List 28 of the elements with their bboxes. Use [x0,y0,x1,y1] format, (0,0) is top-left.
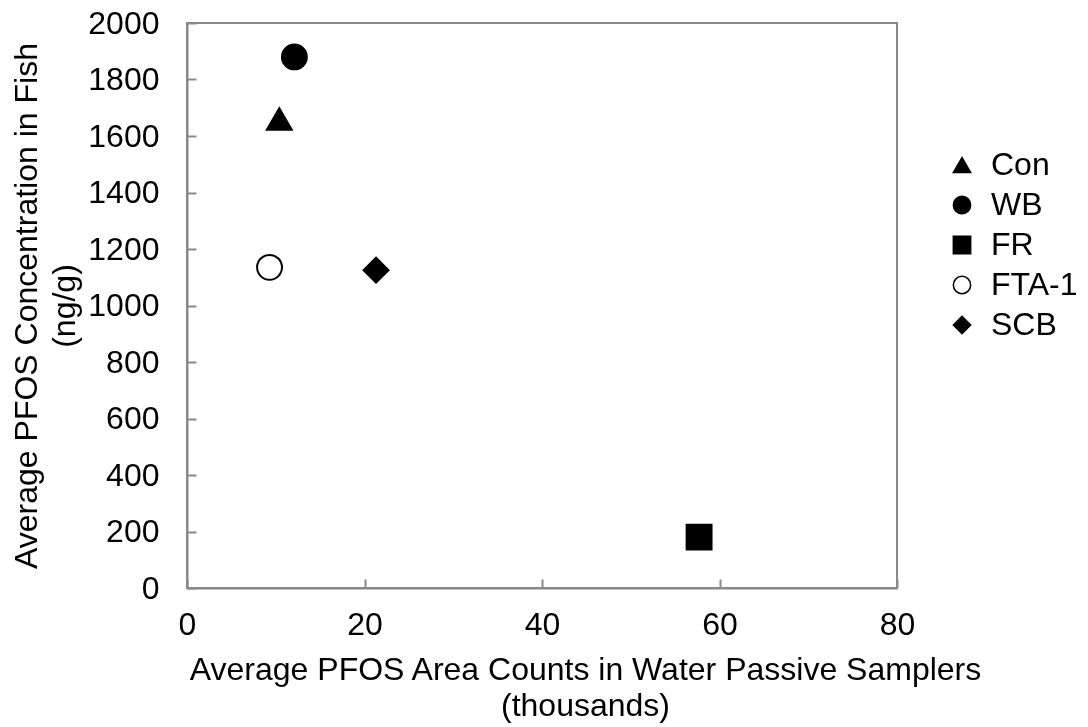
x-tick-label: 60 [702,605,738,642]
point [256,253,283,281]
legend-label: Con [991,146,1050,182]
y-tick-label: 200 [106,513,160,549]
x-tick-label: 0 [178,605,197,642]
y-axis-title: Average PFOS Concentration in Fish (ng/g) [8,43,83,569]
y-tick-label: 1800 [88,61,160,97]
point [685,523,713,551]
y-tick-label: 1600 [88,117,160,154]
x-tick-label: 20 [347,605,383,642]
point [280,43,308,71]
x-tick-label: 40 [524,605,561,642]
legend-label: SCB [991,306,1057,342]
y-tick-label: 2000 [88,4,160,41]
y-tick-label: 600 [106,400,160,436]
legend-label: FR [991,226,1034,262]
legend-label: WB [991,186,1043,222]
y-tick-label: 0 [141,569,160,606]
x-tick-label: 80 [879,605,916,642]
legend-label: FTA-1 [991,266,1078,302]
y-tick-label: 1200 [88,230,160,267]
point [265,107,293,131]
y-tick-label: 800 [106,343,160,380]
x-axis-title: Average PFOS Area Counts in Water Passive Samplers (thousands) [189,650,982,723]
y-tick-label: 1400 [88,174,160,210]
y-tick-label: 400 [106,456,160,493]
y-tick-label: 1000 [88,287,160,323]
point [362,256,390,284]
